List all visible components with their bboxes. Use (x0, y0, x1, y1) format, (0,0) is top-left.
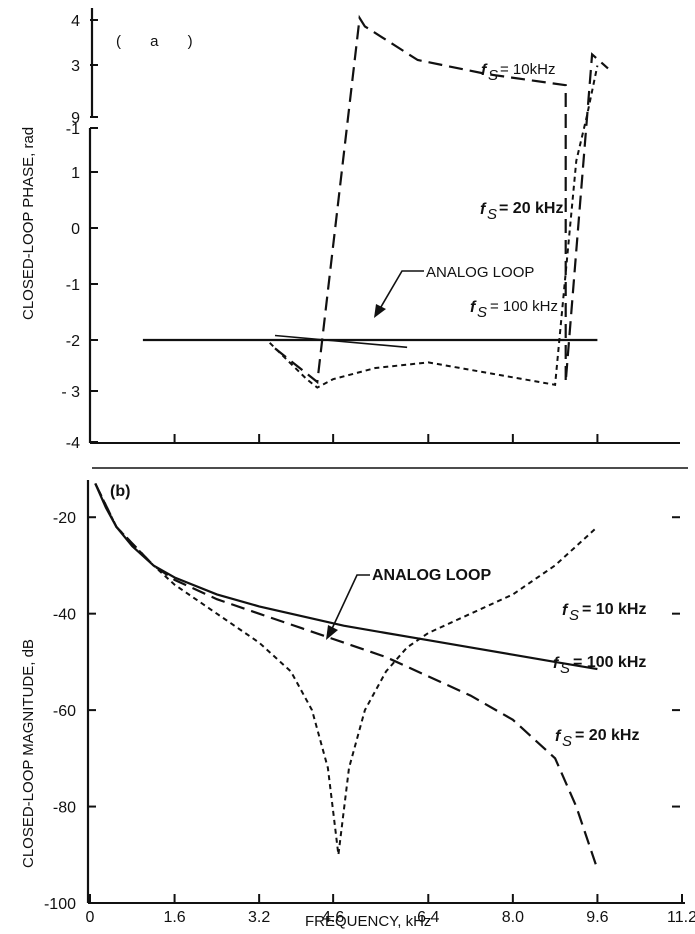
x-tick-label: 3.2 (248, 909, 270, 926)
x-tick-label: 9.6 (586, 909, 608, 926)
series-a (142, 14, 609, 389)
y-ticks-a: 439-110-1-2- 3-4 (61, 13, 98, 452)
svg-text:= 10 kHz: = 10 kHz (582, 601, 646, 618)
y-tick-label-a: 0 (71, 221, 80, 238)
series-b (94, 483, 599, 870)
y-tick-label-a: -2 (66, 333, 80, 350)
fs-20khz-label-b: f S = 20 kHz (555, 727, 639, 750)
series-line-b-20-khz (94, 483, 599, 870)
svg-text:= 10kHz: = 10kHz (500, 61, 555, 78)
axes-b (86, 480, 685, 904)
fs-20khz-label-a: f S = 20 kHz (480, 200, 563, 223)
analog-loop-label-a: ANALOG LOOP (426, 264, 534, 281)
y-axis-label-b: CLOSED-LOOP MAGNITUDE, dB (20, 639, 37, 868)
svg-text:f: f (553, 655, 560, 672)
series-line-a-10-khz (268, 65, 599, 389)
svg-text:f: f (480, 201, 487, 218)
x-ticks-b: 0 1.6 3.2 4.6 6.4 8.0 9.6 11.2 (86, 894, 695, 926)
x-tick-label: 11.2 (667, 909, 695, 926)
svg-text:S: S (488, 67, 498, 84)
x-tick-label: 8.0 (502, 909, 524, 926)
fs-10khz-label-a: f S = 10kHz (481, 61, 555, 84)
svg-text:S: S (569, 607, 579, 624)
analog-loop-pointer-b (329, 574, 370, 634)
series-line-a-20-khz (274, 14, 609, 385)
fs-10khz-label-b: f S = 10 kHz (562, 601, 646, 624)
y-tick-label-a: -1 (66, 277, 80, 294)
fs-100khz-label-b: f S = 100 kHz (553, 654, 646, 677)
x-ticks-a (173, 434, 599, 443)
x-tick-label: 6.4 (417, 909, 439, 926)
y-tick-label-a: 4 (71, 13, 80, 30)
x-tick-label: 4.6 (322, 909, 344, 926)
series-line-b-100-khz (94, 483, 598, 671)
panel-label-a: ( a ) (116, 33, 193, 50)
x-tick-label: 0 (86, 909, 95, 926)
analog-loop-arrowhead-b (326, 625, 338, 640)
svg-text:= 20 kHz: = 20 kHz (575, 727, 639, 744)
svg-text:= 100 kHz: = 100 kHz (490, 298, 558, 315)
series-line-a-analog-loop (274, 334, 408, 349)
y-tick-label-b: -60 (53, 703, 76, 720)
panel-label-b: (b) (110, 483, 130, 500)
analog-loop-label-b: ANALOG LOOP (372, 567, 491, 584)
y-axis-label-a: CLOSED-LOOP PHASE, rad (20, 127, 37, 320)
axes-a (88, 8, 688, 469)
analog-loop-arrowhead-a (374, 304, 386, 318)
y-tick-label-a: -4 (66, 435, 80, 452)
y-tick-label-b: -20 (53, 510, 76, 527)
y-tick-label-b: -100 (44, 896, 76, 913)
svg-text:S: S (477, 304, 487, 321)
svg-text:S: S (560, 660, 570, 677)
x-axis-label: FREQUENCY, kHz (305, 913, 431, 930)
y-tick-label-a: 3 (71, 58, 80, 75)
y-tick-label-a: 9 (71, 110, 80, 127)
svg-text:= 20 kHz: = 20 kHz (499, 200, 563, 217)
svg-text:S: S (562, 733, 572, 750)
svg-text:f: f (481, 62, 488, 79)
fs-100khz-label-a: f S = 100 kHz (470, 298, 558, 321)
analog-loop-pointer-a (377, 270, 424, 313)
y-tick-label-b: -40 (53, 607, 76, 624)
svg-text:f: f (562, 602, 569, 619)
svg-text:f: f (555, 728, 562, 745)
y-tick-label-a: - 3 (61, 384, 80, 401)
svg-text:S: S (487, 206, 497, 223)
y-ticks-b: -20 -40 -60 -80 -100 (44, 510, 680, 913)
y-tick-label-a: -1 (66, 121, 80, 138)
x-tick-label: 1.6 (163, 909, 185, 926)
y-tick-label-a: 1 (71, 165, 80, 182)
svg-text:= 100 kHz: = 100 kHz (573, 654, 646, 671)
svg-text:f: f (470, 299, 477, 316)
y-tick-label-b: -80 (53, 800, 76, 817)
series-line-b-10-khz (94, 483, 599, 855)
